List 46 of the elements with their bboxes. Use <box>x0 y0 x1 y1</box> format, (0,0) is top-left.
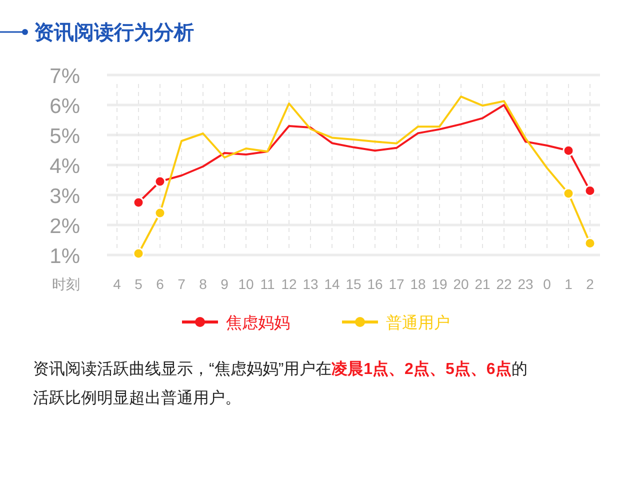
x-tick-label: 12 <box>281 276 297 292</box>
x-tick-label: 13 <box>302 276 318 292</box>
chart-title: 资讯阅读行为分析 <box>34 22 194 44</box>
legend-label: 普通用户 <box>386 314 450 332</box>
x-tick-label: 19 <box>432 276 448 292</box>
y-tick-label: 2% <box>50 215 80 238</box>
y-tick-label: 7% <box>50 65 80 88</box>
x-tick-label: 8 <box>199 276 208 292</box>
point <box>132 248 144 260</box>
x-tick-label: 9 <box>220 276 229 292</box>
x-tick-label: 1 <box>564 276 573 292</box>
x-tick-label: 17 <box>388 276 404 292</box>
y-tick-label: 6% <box>50 95 80 118</box>
text: 凌晨1点、2点、5点、6点 <box>332 360 512 378</box>
point <box>154 207 166 219</box>
x-tick-label: 5 <box>134 276 143 292</box>
x-tick-label: 18 <box>410 276 426 292</box>
point <box>584 238 596 250</box>
x-tick-label: 16 <box>367 276 383 292</box>
x-tick-label: 20 <box>453 276 469 292</box>
x-tick-label: 22 <box>496 276 512 292</box>
x-axis-title: 时刻 <box>52 276 80 292</box>
point <box>562 188 574 200</box>
text: 的 <box>511 361 528 378</box>
point <box>584 185 596 197</box>
text: 资讯阅读活跃曲线显示，“焦虑妈妈”用户在 <box>33 360 332 378</box>
x-tick-label: 11 <box>260 276 275 292</box>
y-tick-label: 5% <box>50 125 80 148</box>
x-tick-label: 0 <box>543 276 552 292</box>
y-tick-label: 1% <box>50 245 80 268</box>
x-tick-label: 14 <box>324 276 340 292</box>
y-tick-label: 4% <box>50 155 80 178</box>
point <box>132 196 144 208</box>
x-tick-label: 10 <box>238 276 254 292</box>
x-tick-label: 21 <box>474 276 490 292</box>
x-tick-label: 4 <box>113 276 122 292</box>
x-tick-label: 23 <box>518 276 534 292</box>
x-tick-label: 15 <box>346 276 362 292</box>
y-tick-label: 3% <box>50 185 80 208</box>
text: 活跃比例明显超出普通用户。 <box>33 389 241 407</box>
x-tick-label: 7 <box>178 276 186 292</box>
legend-label: 焦虑妈妈 <box>226 314 290 332</box>
x-tick-label: 6 <box>156 276 164 292</box>
point <box>562 144 574 156</box>
point <box>154 176 166 188</box>
x-tick-label: 2 <box>586 276 594 292</box>
